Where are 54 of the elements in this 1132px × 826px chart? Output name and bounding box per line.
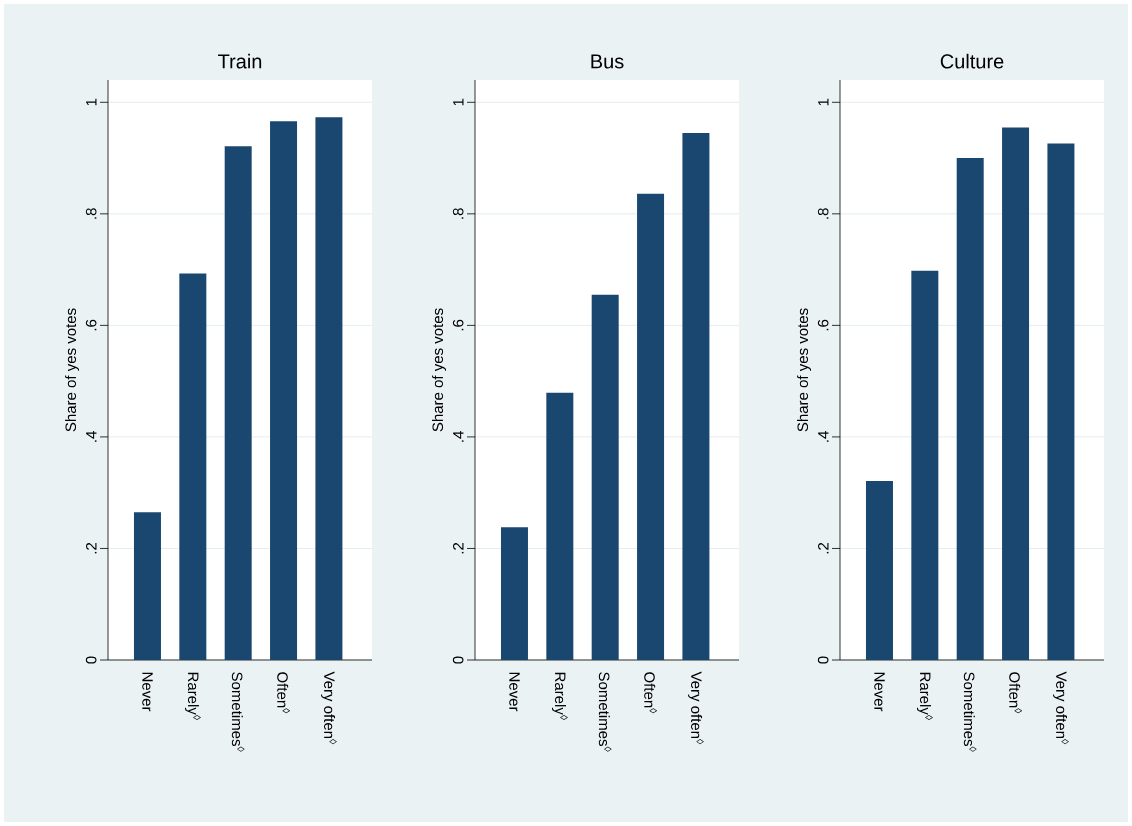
y-tick-label: .4 [86,431,97,442]
bar [637,193,665,660]
y-tick-label: .4 [453,431,464,442]
bar [500,527,528,660]
bar [179,273,207,660]
x-tick-label: Sometimes$^{◊}$ [231,672,245,752]
x-tick-label: Rarely$^{◊}$ [184,672,201,721]
x-tick-label: Very often$^{◊}$ [688,671,704,745]
y-tick-label: .8 [85,208,97,219]
y-tick-label: .2 [86,542,97,554]
y-tick-label: .4 [818,431,829,442]
bar [956,158,984,660]
bar [682,132,710,660]
y-tick-label: 1 [818,98,829,106]
y-tick-label: .8 [817,208,829,219]
x-tick-label: Sometimes$^{◊}$ [963,672,977,752]
y-tick-label: 1 [86,98,97,106]
x-tick-label: Very often$^{◊}$ [1053,671,1069,745]
y-tick-label: .2 [453,542,464,554]
bar [1002,127,1030,660]
bar [1047,143,1075,660]
x-tick-label: Sometimes$^{◊}$ [598,672,612,752]
x-tick-label: Very often$^{◊}$ [321,671,337,745]
x-tick-label: Never [142,672,153,712]
x-tick-label: Often$^{◊}$ [1009,672,1022,714]
chart-title: Bus [591,54,624,69]
y-tick-label: .6 [452,319,464,331]
y-tick-label: 1 [453,98,464,106]
x-tick-label: Never [874,672,885,712]
bar [546,392,574,660]
y-tick-label: .2 [818,542,829,554]
x-tick-label: Rarely$^{◊}$ [551,672,568,721]
y-tick-label: 0 [817,656,829,664]
y-tick-label: .8 [452,208,464,219]
x-tick-label: Never [509,672,520,712]
y-axis-title: Share of yes votes [65,308,80,432]
chart-title: Culture [940,53,1004,69]
bar [865,480,893,660]
bar [224,146,252,660]
y-tick-label: 0 [85,656,97,664]
bar [911,270,939,660]
bar [133,512,161,660]
y-tick-label: 0 [452,656,464,664]
y-axis-title: Share of yes votes [432,308,447,432]
y-tick-label: .6 [85,319,97,331]
chart-title: Train [218,53,262,69]
y-axis-title: Share of yes votes [797,308,812,432]
x-tick-label: Often$^{◊}$ [277,672,290,714]
bar [270,121,298,660]
bar [591,294,619,660]
y-tick-label: .6 [817,319,829,331]
bar [315,117,343,660]
x-tick-label: Often$^{◊}$ [644,672,657,714]
x-tick-label: Rarely$^{◊}$ [916,672,933,721]
